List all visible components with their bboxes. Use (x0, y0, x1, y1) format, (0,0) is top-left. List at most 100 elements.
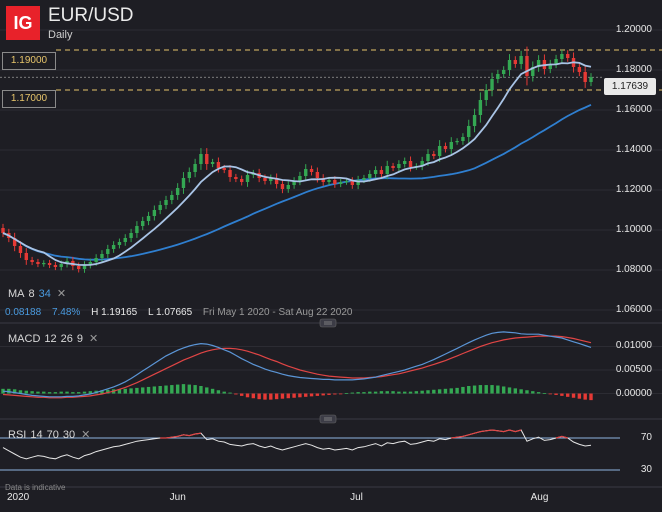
panel-resize-handle (319, 318, 337, 328)
candle-body (467, 126, 471, 137)
candle-body (554, 59, 558, 64)
macd-histogram-bar (199, 386, 203, 394)
candle-body (175, 188, 180, 195)
macd-histogram-bar (1, 388, 5, 394)
price-tick-label: 1.16000 (615, 104, 652, 115)
macd-histogram-bar (443, 388, 448, 394)
macd-histogram-bar (461, 386, 465, 394)
macd-name: MACD (8, 333, 41, 345)
price-tick-label: 1.08000 (615, 264, 652, 275)
ma-period-34: 34 (38, 288, 51, 300)
candle-body (239, 179, 244, 182)
date-tick-label: 2020 (7, 492, 30, 503)
candle-body (53, 265, 58, 267)
grid-lines (0, 29, 662, 311)
ma-period-8: 8 (28, 288, 35, 300)
price-tick-label: 1.10000 (615, 224, 652, 235)
rsi-indicator-label[interactable]: RSI 14 70 30 ✕ (8, 428, 90, 441)
macd-histogram-bar (519, 389, 523, 394)
price-tick-label: 1.12000 (615, 184, 652, 195)
macd-histogram-bar (210, 388, 215, 394)
macd-histogram-bar (507, 387, 512, 394)
candle-body (577, 67, 582, 72)
macd-histogram-bar (234, 393, 238, 395)
level-label-1.17[interactable]: 1.17000 (2, 90, 56, 108)
candle-body (24, 253, 28, 260)
macd-tick-label: 0.00000 (615, 387, 652, 399)
macd-histogram-bar (467, 386, 471, 394)
macd-histogram-bar (222, 391, 226, 394)
level-label-1.19[interactable]: 1.19000 (2, 52, 56, 70)
current-price-tag: 1.17639 (604, 78, 656, 95)
macd-histogram-bar (449, 388, 453, 394)
candle-body (298, 176, 302, 181)
candle-body (455, 141, 459, 143)
macd-histogram-bar (263, 393, 267, 400)
macd-close-icon[interactable]: ✕ (89, 333, 99, 345)
macd-histogram-bar (525, 390, 529, 394)
candle-body (548, 64, 552, 69)
macd-histogram-bar (42, 391, 46, 394)
ma-close-icon[interactable]: ✕ (56, 288, 67, 300)
rsi-close-icon[interactable]: ✕ (81, 429, 91, 441)
macd-histogram-bar (408, 391, 413, 394)
macd-histogram-bar (71, 392, 75, 394)
price-tick-label: 1.14000 (615, 144, 652, 155)
macd-histogram-bar (414, 391, 419, 394)
macd-histogram-bar (356, 392, 360, 394)
ma34-path (2, 103, 592, 261)
candle-body (472, 115, 477, 126)
macd-histogram-bar (490, 385, 494, 394)
macd-histogram-bar (88, 391, 93, 394)
macd-histogram-bar (65, 391, 69, 394)
candle-body (1, 228, 5, 233)
date-tick-label: Jun (169, 492, 186, 503)
candle-body (210, 162, 215, 164)
macd-indicator-label[interactable]: MACD 12 26 9 ✕ (8, 332, 98, 345)
macd-histogram-bar (286, 393, 290, 399)
macd-histogram-bar (269, 393, 273, 400)
candle-body (309, 169, 314, 172)
rsi-tick-label: 70 (640, 432, 652, 443)
ma8-line (2, 61, 592, 266)
candle-body (420, 161, 424, 166)
macd-p3: 9 (76, 333, 84, 345)
rsi-overbought-segment (555, 435, 568, 439)
macd-histogram-bar (152, 386, 157, 394)
candle-body (111, 245, 116, 249)
macd-histogram-bar (571, 393, 576, 398)
timeframe-label[interactable]: Daily (48, 29, 73, 41)
macd-histogram-bar (589, 393, 593, 401)
rsi-line (2, 429, 592, 460)
macd-histogram-bar (187, 384, 191, 394)
macd-histogram-bar (47, 392, 52, 394)
macd-histogram-bar (141, 387, 145, 394)
ma-indicator-label[interactable]: MA 8 34 ✕ (8, 287, 66, 300)
candle-body (280, 184, 285, 189)
ma34-line (2, 103, 592, 261)
candles[interactable] (1, 46, 593, 273)
macd-histogram-bar (309, 393, 314, 397)
candle-body (327, 180, 331, 182)
macd-histogram-bar (280, 393, 285, 399)
candle-body (30, 260, 34, 262)
macd-histogram-bar (566, 393, 570, 397)
macd-histogram-bar (170, 385, 174, 394)
macd-histogram-bar (455, 387, 459, 394)
candle-body (566, 54, 570, 58)
rsi-tick-label: 30 (640, 464, 652, 475)
candle-body (36, 262, 40, 264)
stat-change: 0.08188 (5, 307, 42, 318)
panel-separators[interactable] (0, 318, 662, 488)
candle-body (397, 164, 401, 168)
candle-body (205, 154, 209, 164)
candle-body (333, 180, 337, 184)
macd-histogram-bar (531, 391, 535, 394)
macd-histogram-bar (333, 393, 337, 395)
candle-body (304, 169, 308, 176)
macd-histogram-bar (432, 389, 436, 394)
rsi-p1: 14 (30, 429, 43, 441)
macd-histogram-bar (304, 393, 308, 397)
macd-histogram-bar (501, 386, 506, 394)
candle-body (385, 166, 389, 174)
